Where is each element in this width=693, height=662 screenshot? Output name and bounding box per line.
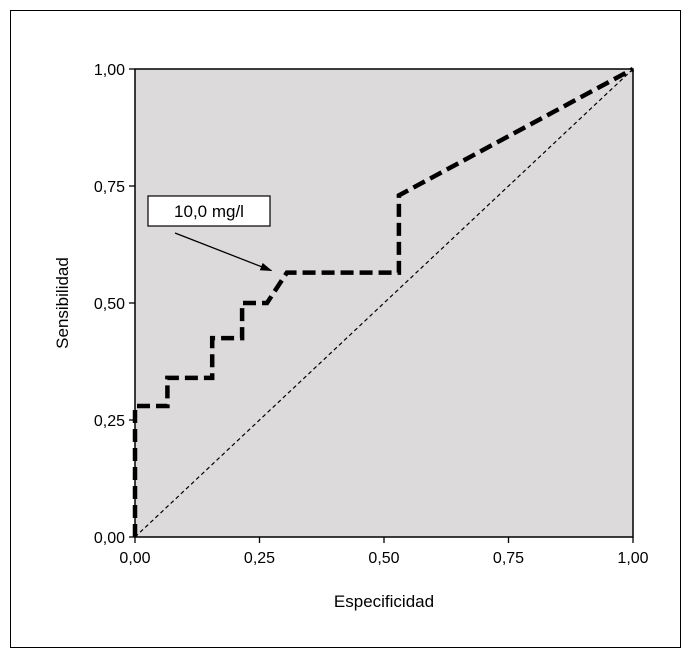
roc-curve-series [132,67,635,537]
y-tick-label: 0,00 [94,530,125,547]
x-tick-label: 1,00 [617,550,648,567]
annotation-label: 10,0 mg/l [174,202,244,221]
y-tick-label: 1,00 [94,62,125,79]
y-tick-label: 0,25 [94,413,125,430]
y-axis-title: Sensibilidad [53,257,72,349]
x-axis-ticks: 0,00 0,25 0,50 0,75 1,00 [119,537,649,567]
annotation-box [147,195,271,227]
y-axis-ticks: 0,00 0,25 0,50 0,75 1,00 [94,62,135,547]
x-tick-label: 0,25 [244,550,275,567]
y-tick-label: 0,50 [94,296,125,313]
reference-diagonal-line [134,68,634,538]
x-tick-label: 0,00 [119,550,150,567]
y-tick-label: 0,75 [94,179,125,196]
x-axis-title: Especificidad [334,592,434,611]
x-tick-label: 0,50 [368,550,399,567]
x-tick-label: 0,75 [493,550,524,567]
annotation-arrow [174,232,273,272]
